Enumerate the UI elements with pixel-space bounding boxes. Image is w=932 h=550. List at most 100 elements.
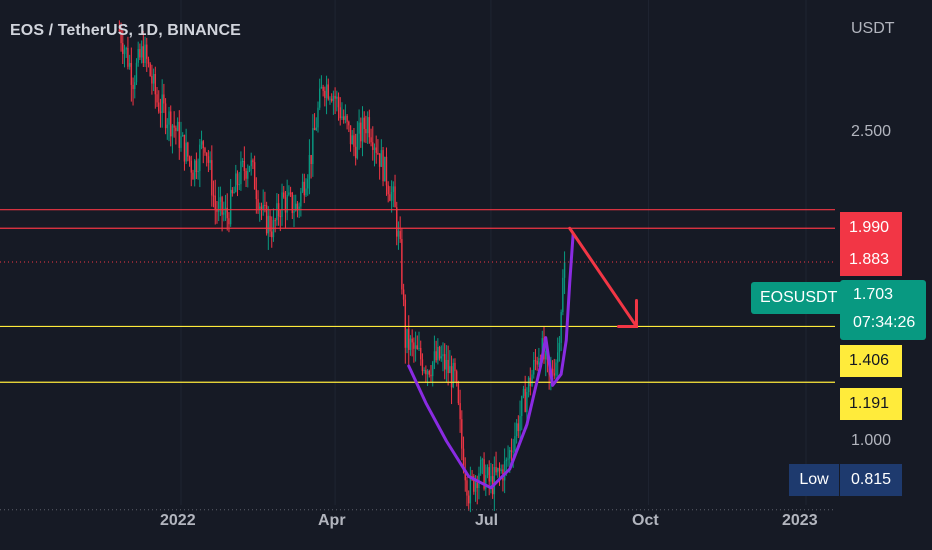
candle-body bbox=[505, 459, 508, 462]
candle-body bbox=[339, 107, 341, 119]
candle-body bbox=[370, 137, 372, 143]
candle-body bbox=[293, 210, 295, 214]
candle-body bbox=[209, 160, 211, 163]
candle-body bbox=[152, 73, 155, 84]
candle-body bbox=[361, 117, 364, 142]
candle-body bbox=[469, 475, 472, 504]
candle-body bbox=[130, 62, 133, 85]
candle-body bbox=[199, 144, 201, 172]
candle-body bbox=[182, 134, 184, 137]
candle-body bbox=[120, 29, 122, 44]
candle-body bbox=[298, 206, 300, 210]
candle-body bbox=[315, 127, 317, 130]
candle-body bbox=[534, 360, 537, 362]
candle-body bbox=[409, 338, 412, 350]
candle-body bbox=[562, 277, 564, 313]
candle-body bbox=[147, 58, 150, 64]
candle-body bbox=[171, 125, 174, 137]
candle-body bbox=[526, 392, 528, 412]
candle-body bbox=[481, 459, 484, 461]
candle-body bbox=[233, 191, 235, 194]
candle-body bbox=[353, 135, 355, 147]
x-tick-label: Oct bbox=[632, 512, 659, 529]
candle-body bbox=[432, 362, 434, 377]
candle-body bbox=[490, 476, 492, 482]
candle-body bbox=[329, 98, 331, 100]
candle-body bbox=[122, 43, 124, 54]
candle-body bbox=[442, 354, 444, 357]
candle-body bbox=[479, 459, 482, 474]
candle-body bbox=[211, 160, 213, 196]
candle-body bbox=[536, 360, 538, 365]
candle-body bbox=[414, 345, 417, 349]
candle-body bbox=[356, 133, 359, 159]
candle-body bbox=[558, 342, 561, 353]
candle-body bbox=[253, 162, 256, 190]
candle-body bbox=[527, 377, 530, 393]
candle-body bbox=[452, 362, 454, 388]
candle-body bbox=[390, 191, 393, 201]
candle-body bbox=[389, 194, 391, 201]
candle-body bbox=[229, 189, 232, 225]
candle-body bbox=[493, 466, 496, 495]
candle-body bbox=[202, 141, 204, 149]
candle-body bbox=[137, 49, 139, 63]
candle-body bbox=[486, 467, 489, 476]
candle-body bbox=[512, 451, 514, 453]
candle-body bbox=[394, 186, 396, 208]
candle-body bbox=[243, 161, 246, 171]
candle-body bbox=[459, 403, 461, 420]
candle-body bbox=[283, 192, 285, 198]
candle-body bbox=[377, 152, 379, 154]
candle-body bbox=[228, 218, 230, 225]
candle-body bbox=[515, 423, 518, 437]
candle-body bbox=[324, 90, 326, 98]
candle-body bbox=[163, 94, 165, 104]
candle-body bbox=[158, 102, 160, 112]
candle-body bbox=[553, 373, 555, 376]
candle-body bbox=[118, 29, 121, 31]
candle-body bbox=[373, 147, 376, 151]
candle-body bbox=[135, 62, 138, 83]
candle-body bbox=[387, 185, 389, 195]
candle-body bbox=[435, 351, 437, 361]
candle-body bbox=[214, 195, 216, 210]
candle-body bbox=[372, 142, 374, 151]
candle-body bbox=[318, 88, 321, 108]
candle-body bbox=[538, 358, 540, 365]
candle-body bbox=[349, 125, 352, 145]
candle-body bbox=[375, 147, 377, 153]
candle-body bbox=[497, 467, 499, 473]
candle-body bbox=[443, 354, 446, 370]
candle-body bbox=[433, 351, 436, 363]
support-price-tag: 1.406 bbox=[840, 345, 902, 377]
candle-body bbox=[330, 98, 333, 101]
candle-body bbox=[276, 203, 278, 221]
candle-body bbox=[226, 207, 228, 219]
chart-title: EOS / TetherUS, 1D, BINANCE bbox=[10, 22, 241, 39]
candle-body bbox=[517, 423, 520, 432]
candle-body bbox=[488, 467, 490, 482]
candle-body bbox=[281, 192, 283, 217]
candle-body bbox=[221, 197, 223, 215]
candle-body bbox=[308, 154, 311, 180]
candle-body bbox=[185, 142, 187, 162]
last-price-value: 1.703 bbox=[853, 286, 894, 303]
candle-body bbox=[461, 419, 463, 449]
candle-body bbox=[176, 121, 179, 131]
candle-body bbox=[521, 396, 523, 417]
candle-body bbox=[170, 111, 172, 137]
candle-body bbox=[134, 82, 136, 90]
candle-body bbox=[139, 49, 141, 58]
candle-body bbox=[462, 448, 465, 471]
candle-body bbox=[450, 366, 453, 388]
candle-body bbox=[262, 205, 264, 210]
y-tick-label: 2.500 bbox=[851, 123, 892, 140]
candle-body bbox=[563, 262, 566, 278]
candle-body bbox=[301, 181, 304, 192]
candle-body bbox=[334, 95, 336, 99]
candle-body bbox=[190, 160, 192, 173]
candle-body bbox=[132, 84, 134, 90]
candle-body bbox=[425, 370, 427, 375]
